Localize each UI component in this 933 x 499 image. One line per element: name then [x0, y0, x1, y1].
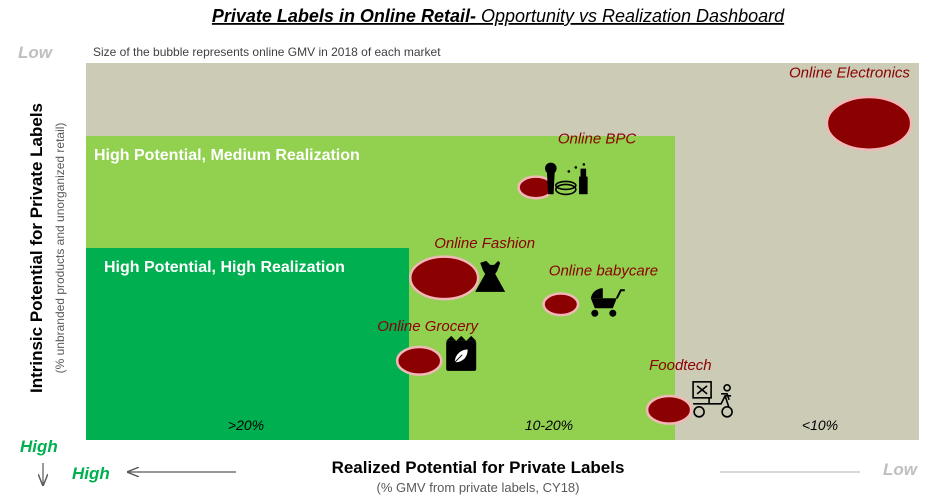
y-axis-bottom-label: High — [20, 437, 58, 456]
market-label-layer: Online Electronics Online BPC Online Fas… — [377, 64, 910, 374]
market-label-online-grocery: Online Grocery — [377, 318, 479, 335]
x-axis-right-label: Low — [883, 460, 919, 479]
zone-medium-label: High Potential, Medium Realization — [94, 147, 360, 164]
dashboard-title: Private Labels in Online Retail- Opportu… — [212, 6, 785, 26]
stroller-icon — [590, 288, 625, 317]
y-axis-top-label: Low — [18, 43, 54, 62]
icon-layer — [446, 162, 733, 418]
x-axis-label: Realized Potential for Private Labels — [332, 458, 625, 477]
bubble-online-electronics — [825, 95, 913, 151]
title-sub: Opportunity vs Realization Dashboard — [476, 6, 785, 26]
market-label-online-fashion: Online Fashion — [434, 235, 535, 252]
y-axis-label: Intrinsic Potential for Private Labels — [27, 103, 46, 393]
y-axis-subtitle: (% unbranded products and unorganized re… — [53, 123, 67, 374]
dress-icon — [475, 260, 506, 292]
bubble-foodtech — [645, 394, 693, 425]
bubble-online-fashion — [409, 255, 480, 301]
y-axis-title: Intrinsic Potential for Private Labels — [27, 103, 46, 393]
y-axis-sublabel: (% unbranded products and unorganized re… — [53, 123, 67, 374]
band-label-low: <10% — [802, 417, 838, 433]
bubble-online-grocery — [395, 345, 443, 376]
grocery-bag-icon — [446, 335, 477, 371]
x-axis-sublabel: (% GMV from private labels, CY18) — [376, 480, 579, 495]
zone-high-label: High Potential, High Realization — [104, 259, 345, 276]
bubble-size-note: Size of the bubble represents online GMV… — [93, 45, 441, 59]
bubble-online-babycare — [542, 292, 580, 317]
x-axis-left-label: High — [72, 464, 110, 483]
delivery-scooter-icon — [692, 381, 733, 418]
bubble-layer — [395, 95, 913, 425]
market-label-online-electronics: Online Electronics — [789, 64, 910, 81]
band-label-high: >20% — [228, 417, 264, 433]
title-main: Private Labels in Online Retail- — [212, 6, 476, 26]
zone-high-realization — [86, 248, 409, 440]
band-label-medium: 10-20% — [525, 417, 573, 433]
market-label-foodtech: Foodtech — [649, 357, 712, 374]
market-label-online-babycare: Online babycare — [549, 262, 658, 279]
market-label-online-bpc: Online BPC — [558, 130, 637, 147]
makeup-icon — [545, 162, 588, 196]
